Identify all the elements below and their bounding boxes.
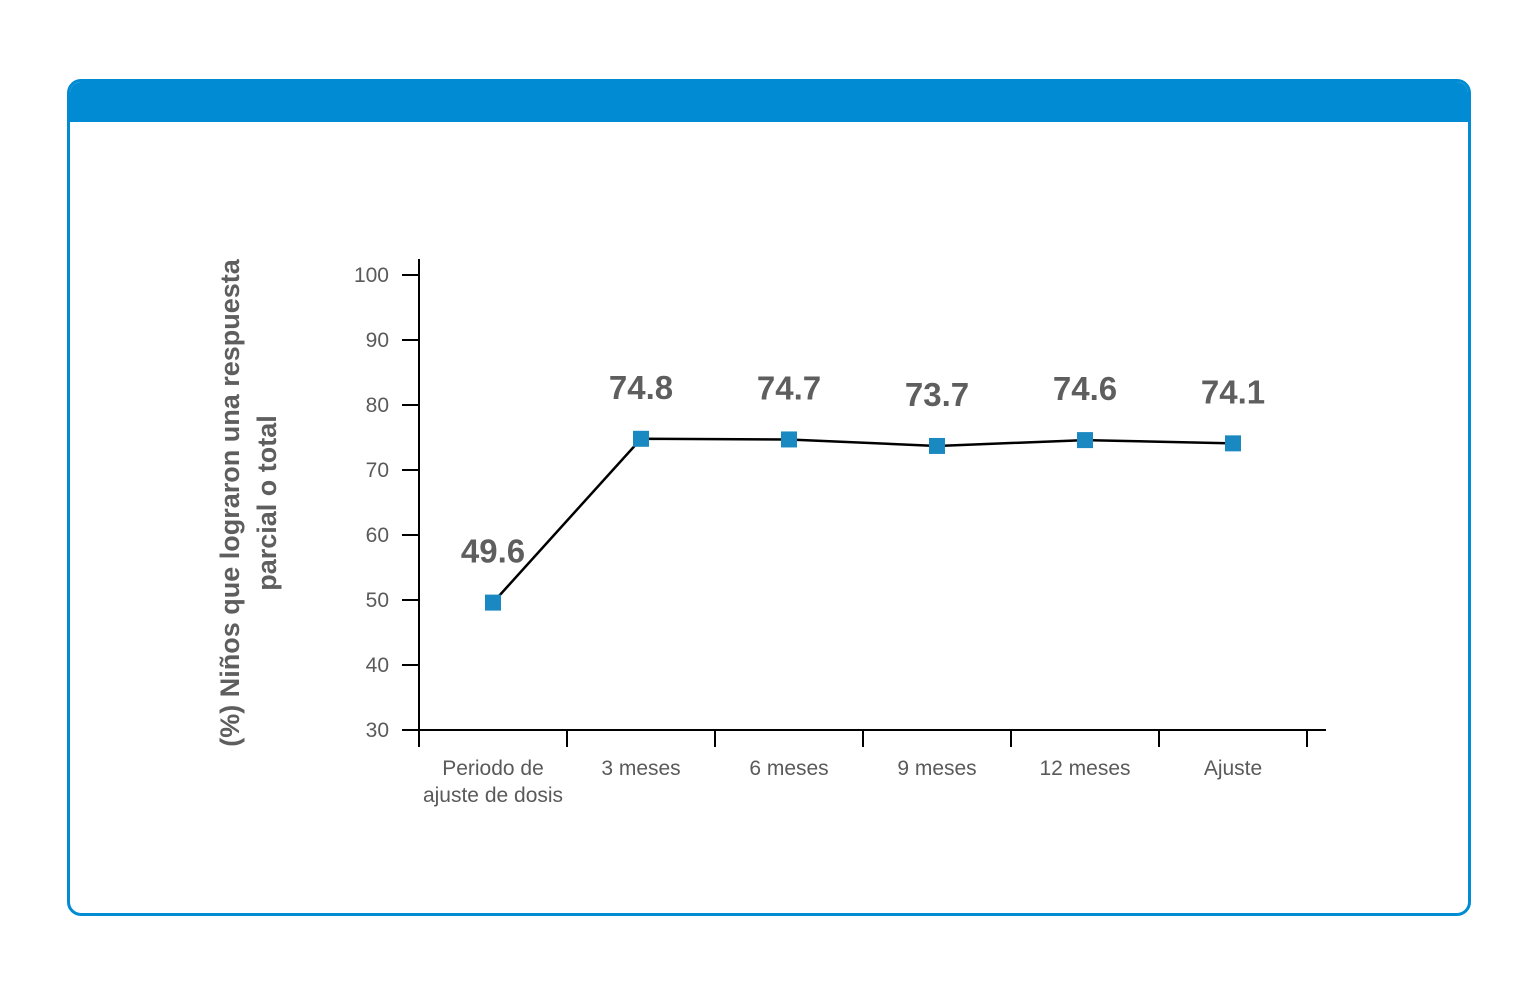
y-tick-label: 60 xyxy=(366,524,389,547)
data-labels: 49.6 74.8 74.7 73.7 74.6 74.1 xyxy=(461,369,1265,570)
x-category-label: Ajuste xyxy=(1204,757,1262,780)
y-tick-label: 80 xyxy=(366,394,389,417)
x-category-label: 9 meses xyxy=(897,757,976,780)
y-tick-label: 90 xyxy=(366,329,389,352)
x-category-label: ajuste de dosis xyxy=(423,784,563,807)
y-tick-label: 30 xyxy=(366,719,389,742)
axes xyxy=(418,259,1326,731)
series xyxy=(485,430,1241,611)
data-point-marker xyxy=(781,431,797,448)
y-tick-label: 100 xyxy=(354,264,389,287)
y-axis-title-line-2: parcial o total xyxy=(252,415,282,591)
data-value-label: 74.8 xyxy=(609,369,673,406)
x-category-label: 6 meses xyxy=(749,757,828,780)
x-category-label: 3 meses xyxy=(601,757,680,780)
x-category-label: Periodo de xyxy=(442,757,544,780)
data-point-marker xyxy=(1225,435,1241,452)
data-value-label: 74.1 xyxy=(1201,373,1265,410)
series-line xyxy=(492,437,1234,604)
y-tick-label: 50 xyxy=(366,589,389,612)
data-point-marker xyxy=(485,594,501,611)
y-axis-title-line-1: (%) Niños que lograron una respuesta xyxy=(215,258,245,747)
y-ticks: 30 40 50 60 70 80 90 100 xyxy=(354,264,419,742)
data-value-label: 74.6 xyxy=(1053,370,1117,407)
y-tick-label: 40 xyxy=(366,654,389,677)
y-axis-title: (%) Niños que lograron una respuesta par… xyxy=(215,258,282,747)
x-ticks: Periodo de ajuste de dosis 3 meses 6 meses 9… xyxy=(418,730,1308,807)
data-point-marker xyxy=(929,437,945,454)
card-header-bar xyxy=(70,82,1468,122)
data-value-label: 49.6 xyxy=(461,533,525,570)
data-point-marker xyxy=(1077,432,1093,449)
data-value-label: 74.7 xyxy=(757,369,821,406)
x-category-label: 12 meses xyxy=(1039,757,1130,780)
data-value-label: 73.7 xyxy=(905,376,969,413)
y-tick-label: 70 xyxy=(366,459,389,482)
data-point-marker xyxy=(633,430,649,447)
chart-card xyxy=(67,79,1471,916)
